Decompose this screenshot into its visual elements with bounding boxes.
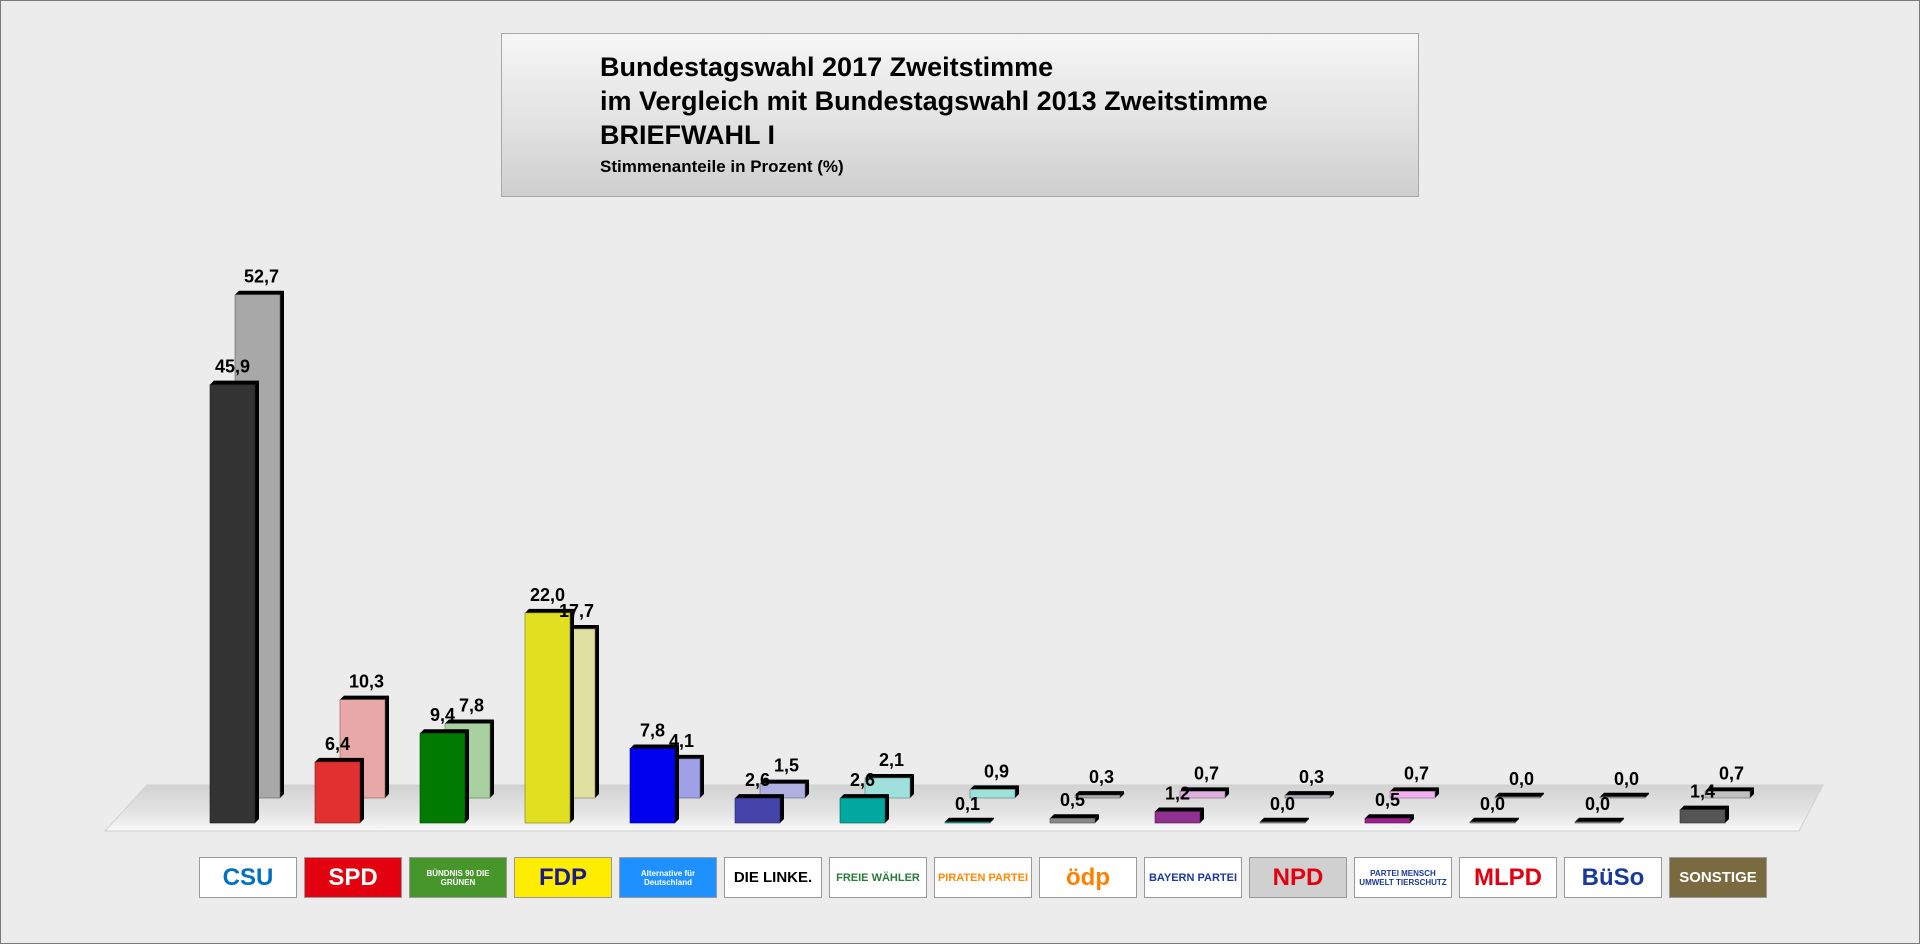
logo-mlpd: MLPD xyxy=(1459,857,1557,898)
logo-piraten-partei: PIRATEN PARTEI xyxy=(934,857,1032,898)
label-2013-fdp: 17,7 xyxy=(559,601,594,621)
logo-label: SPD xyxy=(328,863,378,891)
bar-2017-partei-mensch-umwelt-tierschutz xyxy=(1364,814,1414,824)
bar-2017-spd xyxy=(314,757,364,824)
logo-label: FDP xyxy=(539,863,587,891)
series-2017 xyxy=(209,380,1729,824)
logo-label: BüSo xyxy=(1581,863,1645,891)
logo-label: Alternative für Deutschland xyxy=(640,868,696,887)
bar-2017-npd xyxy=(1259,817,1309,824)
chart-title-line-3: BRIEFWAHL I xyxy=(600,120,775,150)
label-2017-die-linke: 2,6 xyxy=(745,770,770,790)
bar-2013-b-so xyxy=(1599,792,1649,799)
label-2013-csu: 52,7 xyxy=(244,267,279,287)
logo-fdp: FDP xyxy=(514,857,612,898)
label-2013-mlpd: 0,0 xyxy=(1509,769,1534,789)
label-2013-spd: 10,3 xyxy=(349,672,384,692)
logo-spd: SPD xyxy=(304,857,402,898)
label-2017-npd: 0,0 xyxy=(1270,794,1295,814)
label-2017-mlpd: 0,0 xyxy=(1480,794,1505,814)
label-2013-npd: 0,3 xyxy=(1299,767,1324,787)
logo-b-ndnis-90-die-gr-nen: BÜNDNIS 90 DIE GRÜNEN xyxy=(409,857,507,898)
label-2017-spd: 6,4 xyxy=(325,734,350,754)
bar-2017-fdp xyxy=(524,608,574,824)
label-2017-b-so: 0,0 xyxy=(1585,794,1610,814)
logo-label: BÜNDNIS 90 DIE GRÜNEN xyxy=(426,868,490,887)
logo-npd: NPD xyxy=(1249,857,1347,898)
label-2017-piraten-partei: 0,1 xyxy=(955,794,980,814)
label-2017-fdp: 22,0 xyxy=(530,585,565,605)
bar-2013-npd xyxy=(1284,791,1334,799)
logo-die-linke: DIE LINKE. xyxy=(724,857,822,898)
label-2013-piraten-partei: 0,9 xyxy=(984,761,1009,781)
label-2017-sonstige: 1,4 xyxy=(1690,782,1715,802)
bar-2017-csu xyxy=(209,380,259,824)
bar-2017-alternative-f-r-deutschland xyxy=(629,744,679,824)
bar-2017-sonstige xyxy=(1679,805,1729,824)
logo-label: CSU xyxy=(222,863,274,891)
bar-2013-sonstige xyxy=(1704,787,1754,799)
logo-label: BAYERN PARTEI xyxy=(1148,871,1238,884)
chart-title-line-1: Bundestagswahl 2017 Zweitstimme xyxy=(600,52,1054,82)
bar-2013-piraten-partei xyxy=(969,785,1019,799)
logo-label: FREIE WÄHLER xyxy=(836,871,920,884)
bar-2017-mlpd xyxy=(1469,817,1519,824)
label-2013-b-so: 0,0 xyxy=(1614,769,1639,789)
bar-2013-bayern-partei xyxy=(1179,787,1229,799)
bar-2017-dp xyxy=(1049,814,1099,824)
label-2013-sonstige: 0,7 xyxy=(1719,763,1744,783)
logo-label: PIRATEN PARTEI xyxy=(937,871,1029,884)
logo-label: NPD xyxy=(1272,863,1324,891)
bar-2017-piraten-partei xyxy=(944,817,994,824)
bar-2017-freie-w-hler xyxy=(839,794,889,824)
bar-2017-die-linke xyxy=(734,794,784,824)
logo-partei-mensch-umwelt-tierschutz: PARTEI MENSCH UMWELT TIERSCHUTZ xyxy=(1354,857,1452,898)
bar-2017-b-ndnis-90-die-gr-nen xyxy=(419,729,469,824)
bar-2013-dp xyxy=(1074,791,1124,799)
label-2017-partei-mensch-umwelt-tierschutz: 0,5 xyxy=(1375,790,1400,810)
label-2017-bayern-partei: 1,2 xyxy=(1165,784,1190,804)
title-box: Bundestagswahl 2017 Zweitstimme im Vergl… xyxy=(501,33,1419,197)
label-2013-dp: 0,3 xyxy=(1089,767,1114,787)
data-labels: 52,745,910,36,47,89,417,722,04,17,81,52,… xyxy=(215,267,1744,814)
label-2017-b-ndnis-90-die-gr-nen: 9,4 xyxy=(430,705,455,725)
logo-bayern-partei: BAYERN PARTEI xyxy=(1144,857,1242,898)
logo-label: SONSTIGE xyxy=(1679,869,1757,886)
logo-sonstige: SONSTIGE xyxy=(1669,857,1767,898)
logo-b-so: BüSo xyxy=(1564,857,1662,898)
bar-2017-b-so xyxy=(1574,817,1624,824)
label-2017-dp: 0,5 xyxy=(1060,790,1085,810)
label-2017-alternative-f-r-deutschland: 7,8 xyxy=(640,721,665,741)
series-2013 xyxy=(234,290,1754,799)
logo-label: ödp xyxy=(1066,863,1110,891)
label-2017-csu: 45,9 xyxy=(215,357,250,377)
logo-label: PARTEI MENSCH UMWELT TIERSCHUTZ xyxy=(1359,868,1447,887)
bar-2013-partei-mensch-umwelt-tierschutz xyxy=(1389,787,1439,799)
logo-dp: ödp xyxy=(1039,857,1137,898)
chart-subtitle: Stimmenanteile in Prozent (%) xyxy=(600,157,844,176)
logo-label: DIE LINKE. xyxy=(733,869,813,886)
label-2013-die-linke: 1,5 xyxy=(774,756,799,776)
label-2013-freie-w-hler: 2,1 xyxy=(879,750,904,770)
logo-label: MLPD xyxy=(1474,863,1542,891)
label-2013-alternative-f-r-deutschland: 4,1 xyxy=(669,731,694,751)
bar-2017-bayern-partei xyxy=(1154,807,1204,824)
logo-freie-w-hler: FREIE WÄHLER xyxy=(829,857,927,898)
label-2013-partei-mensch-umwelt-tierschutz: 0,7 xyxy=(1404,763,1429,783)
logo-alternative-f-r-deutschland: Alternative für Deutschland xyxy=(619,857,717,898)
bar-2013-freie-w-hler xyxy=(864,773,914,799)
label-2017-freie-w-hler: 2,6 xyxy=(850,770,875,790)
logo-csu: CSU xyxy=(199,857,297,898)
chart-title-line-2: im Vergleich mit Bundestagswahl 2013 Zwe… xyxy=(600,86,1268,116)
bar-2013-mlpd xyxy=(1494,792,1544,799)
label-2013-bayern-partei: 0,7 xyxy=(1194,763,1219,783)
label-2013-b-ndnis-90-die-gr-nen: 7,8 xyxy=(459,696,484,716)
